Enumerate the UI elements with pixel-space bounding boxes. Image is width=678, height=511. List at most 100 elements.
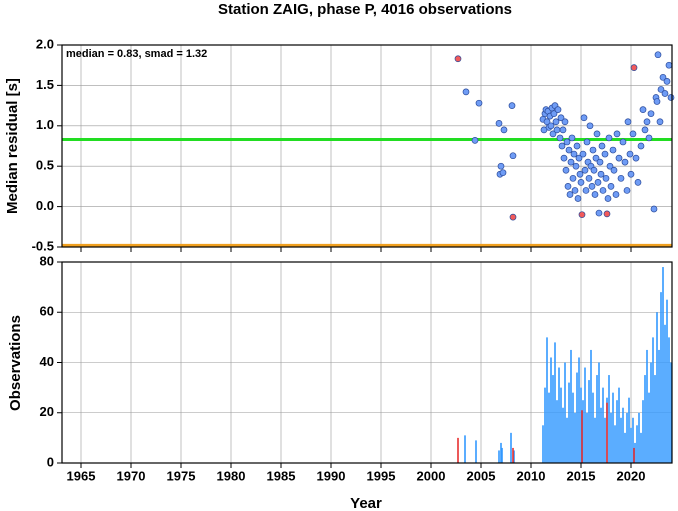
bar (636, 425, 638, 463)
x-tick-label: 1975 (167, 468, 196, 483)
point (667, 94, 675, 101)
bar (640, 432, 642, 463)
bar (475, 440, 477, 463)
bar (612, 392, 614, 463)
point (561, 118, 569, 126)
bar (600, 407, 602, 463)
point (554, 106, 562, 113)
bar (590, 349, 592, 463)
bar (548, 392, 550, 463)
plot-area (62, 45, 672, 247)
x-tick-label: 2005 (467, 468, 496, 483)
point (577, 179, 585, 186)
point (605, 134, 613, 142)
point (610, 166, 618, 174)
y-tick-label: 1.5 (36, 77, 54, 92)
annotation: median = 0.83, smad = 1.32 (66, 48, 207, 60)
point (568, 134, 576, 142)
bar (606, 402, 608, 463)
bar (580, 387, 582, 463)
bar (610, 412, 612, 463)
bar (546, 337, 548, 463)
bar (560, 387, 562, 463)
point (599, 187, 607, 194)
point (552, 118, 560, 126)
bar (554, 342, 556, 463)
point (558, 142, 566, 150)
point (637, 142, 645, 150)
bar (570, 349, 572, 463)
point (653, 98, 661, 105)
x-tick-label: 1970 (117, 468, 146, 483)
bar (602, 387, 604, 463)
point (556, 134, 564, 142)
point (475, 99, 483, 107)
bar (588, 380, 590, 463)
point (626, 150, 634, 158)
bar (652, 337, 654, 463)
bar (604, 417, 606, 463)
bar (608, 375, 610, 463)
bar (658, 349, 660, 463)
bar (660, 292, 662, 463)
plot-frame (61, 44, 673, 248)
bar (622, 407, 624, 463)
bar (633, 447, 635, 463)
bar (634, 442, 636, 463)
point (574, 195, 582, 202)
bar (664, 324, 666, 463)
bar (628, 397, 630, 463)
bar (586, 412, 588, 463)
point (630, 64, 638, 71)
point (586, 122, 594, 130)
point (619, 138, 627, 146)
bar (510, 432, 512, 463)
point (603, 210, 611, 218)
bar (566, 417, 568, 463)
bar (542, 425, 544, 463)
y-tick-label: 20 (40, 404, 54, 419)
point (650, 205, 658, 213)
bar (598, 362, 600, 463)
bar (501, 447, 503, 463)
bar (638, 412, 640, 463)
point (643, 118, 651, 126)
point (509, 152, 517, 160)
point (588, 183, 596, 190)
point (572, 162, 580, 170)
chart-title: Station ZAIG, phase P, 4016 observations (218, 1, 512, 18)
point (497, 162, 505, 170)
point (581, 166, 589, 174)
point (592, 154, 600, 162)
point (659, 73, 667, 81)
point (462, 88, 470, 96)
point (591, 191, 599, 198)
point (601, 150, 609, 158)
point (564, 183, 572, 190)
point (602, 174, 610, 182)
bar (656, 312, 658, 463)
bar (596, 375, 598, 463)
bar (646, 349, 648, 463)
bar (572, 392, 574, 463)
bar (650, 362, 652, 463)
x-tick-label: 2015 (567, 468, 596, 483)
bar (513, 450, 515, 463)
point (598, 142, 606, 150)
y-tick-label: 0 (47, 454, 54, 469)
point (495, 120, 503, 127)
point (583, 138, 591, 146)
point (596, 158, 604, 166)
bar (544, 387, 546, 463)
bar (500, 442, 502, 463)
point (575, 154, 583, 162)
y-tick-label: 2.0 (36, 36, 54, 51)
bar (644, 375, 646, 463)
point (508, 102, 516, 109)
point (499, 169, 507, 177)
point (665, 61, 673, 69)
x-tick-label: 2020 (617, 468, 646, 483)
bar (662, 267, 664, 463)
point (559, 126, 567, 134)
point (639, 106, 647, 113)
